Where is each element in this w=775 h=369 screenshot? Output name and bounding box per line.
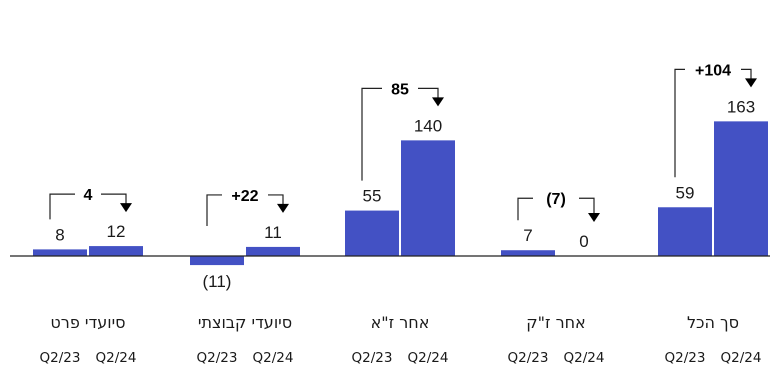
change-arrowhead — [277, 203, 289, 213]
change-arrowhead — [588, 213, 600, 222]
value-label: 12 — [107, 222, 126, 241]
period-tick-label: Q2/24 — [408, 350, 449, 366]
change-bracket-right — [741, 68, 752, 80]
bar-4-Q2-23 — [501, 250, 555, 256]
value-label: 7 — [523, 226, 532, 245]
change-bracket-right — [418, 87, 439, 99]
period-tick-label: Q2/23 — [665, 350, 706, 366]
bars-layer — [33, 121, 768, 266]
change-bracket-left — [361, 87, 382, 181]
category-label: אחר ז"ק — [526, 313, 586, 332]
period-tick-label: Q2/24 — [96, 350, 137, 366]
period-tick-label: Q2/23 — [197, 350, 238, 366]
change-bracket-left — [206, 194, 222, 226]
category-label: אחר ז"א — [371, 313, 430, 332]
labels-layer: 8 Q2/23 12 Q2/24 4 סיועדי פרט (11) Q2/23 11 Q2/24… — [40, 62, 762, 366]
bar-1-Q2-24 — [89, 246, 143, 256]
period-tick-label: Q2/23 — [352, 350, 393, 366]
value-label: 140 — [414, 116, 442, 135]
bar-1-Q2-23 — [33, 249, 87, 256]
period-tick-label: Q2/23 — [508, 350, 549, 366]
category-label: סך הכל — [687, 313, 739, 332]
period-tick-label: Q2/24 — [721, 350, 762, 366]
change-bracket-right — [579, 197, 595, 214]
category-label: סיועדי קבוצתי — [198, 313, 292, 332]
value-label: 0 — [579, 232, 588, 251]
change-arrowhead — [120, 203, 132, 213]
value-label: (11) — [203, 272, 232, 291]
bar-2-Q2-24 — [246, 246, 300, 256]
change-label: (7) — [546, 191, 566, 208]
change-arrowhead — [745, 78, 757, 88]
change-label: +104 — [695, 62, 731, 79]
value-label: 11 — [264, 223, 282, 242]
change-label: +22 — [231, 188, 258, 205]
period-tick-label: Q2/23 — [40, 350, 81, 366]
period-tick-label: Q2/24 — [564, 350, 605, 366]
change-bracket-left — [674, 68, 685, 178]
bar-5-Q2-23 — [658, 207, 712, 256]
change-bracket-left — [517, 197, 533, 221]
value-label: 8 — [55, 225, 64, 244]
bar-3-Q2-23 — [345, 210, 399, 256]
change-label: 85 — [391, 81, 409, 98]
value-label: 55 — [363, 187, 382, 206]
change-label: 4 — [84, 187, 93, 204]
category-label: סיועדי פרט — [50, 313, 125, 332]
change-bracket-left — [49, 193, 75, 220]
value-label: 59 — [676, 183, 695, 202]
change-bracket-right — [268, 194, 284, 205]
value-label: 163 — [727, 97, 755, 116]
bar-2-Q2-23 — [190, 256, 244, 266]
bar-3-Q2-24 — [401, 140, 455, 256]
bar-5-Q2-24 — [714, 121, 768, 256]
period-tick-label: Q2/24 — [253, 350, 294, 366]
change-arrowhead — [432, 97, 444, 107]
change-bracket-right — [101, 193, 127, 205]
